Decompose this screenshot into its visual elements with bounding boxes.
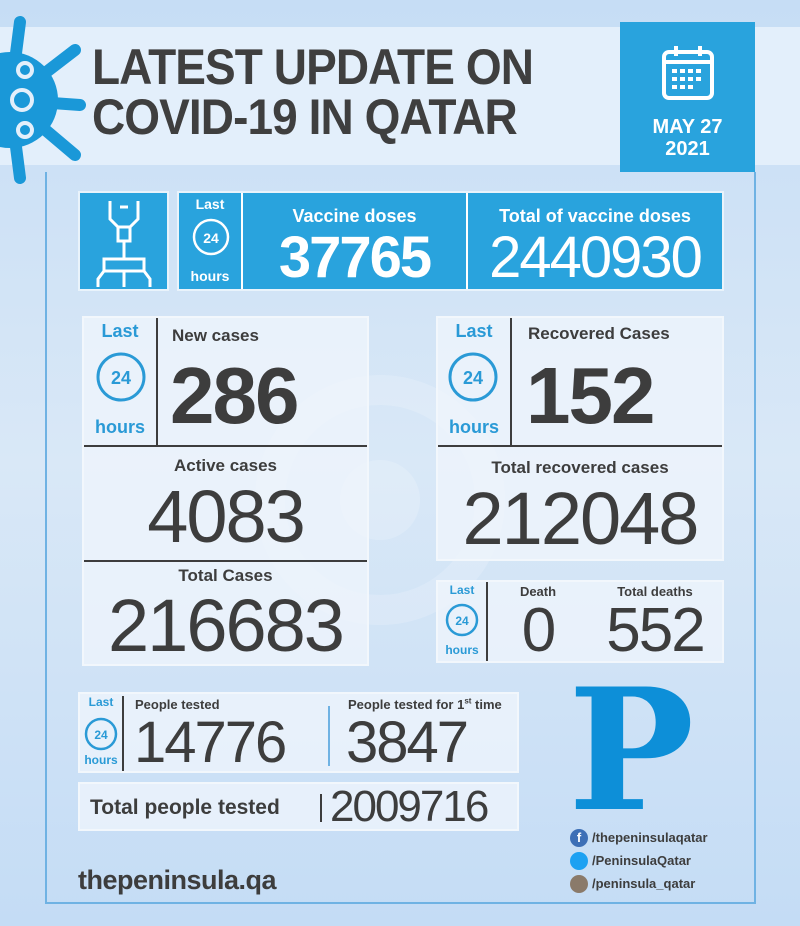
date-day: MAY 27: [652, 116, 723, 138]
vaccine-icon: [96, 201, 152, 287]
clock-24-icon: 24: [84, 717, 118, 751]
facebook-icon: f: [570, 828, 588, 847]
page-title: LATEST UPDATE ON COVID-19 IN QATAR: [92, 39, 534, 145]
twitter-icon: [570, 851, 588, 870]
svg-text:24: 24: [463, 368, 483, 388]
social-twitter[interactable]: /PeninsulaQatar: [570, 849, 708, 872]
divider: [156, 318, 158, 445]
divider: [466, 193, 468, 289]
svg-text:24: 24: [203, 230, 219, 246]
divider: [84, 560, 367, 562]
divider: [84, 445, 367, 447]
divider: [438, 445, 722, 447]
deaths-card: Last 24 hours Death 0 Total deaths 552: [436, 580, 724, 663]
tests-card: Last 24 hours People tested 14776 People…: [78, 692, 519, 773]
recovered-card: Last 24 hours Recovered Cases 152 Total …: [436, 316, 724, 561]
date-year: 2021: [665, 138, 710, 160]
divider: [486, 582, 488, 661]
clock-24-icon: 24: [96, 352, 146, 402]
divider: [122, 696, 124, 771]
website-link[interactable]: thepeninsula.qa: [78, 865, 277, 895]
svg-text:24: 24: [94, 728, 108, 742]
peninsula-logo: P: [568, 651, 695, 849]
clock-24-icon: 24: [192, 218, 230, 256]
social-instagram[interactable]: /peninsula_qatar: [570, 872, 708, 895]
total-tested-card: Total people tested 2009716: [78, 782, 519, 831]
divider: [510, 318, 512, 445]
divider: [320, 794, 322, 822]
divider: [241, 193, 243, 289]
social-links: f/thepeninsulaqatar /PeninsulaQatar /pen…: [570, 826, 708, 895]
social-facebook[interactable]: f/thepeninsulaqatar: [570, 826, 708, 849]
clock-24-icon: 24: [445, 603, 479, 637]
date-box: MAY 27 2021: [620, 22, 755, 172]
instagram-icon: [570, 874, 588, 893]
first-time-label: People tested for 1st time: [348, 696, 502, 712]
svg-text:24: 24: [455, 614, 469, 628]
divider: [328, 706, 330, 766]
virus-icon: [0, 16, 86, 184]
vaccine-box: Last 24 hours Vaccine doses 37765 Total …: [177, 191, 724, 291]
vaccine-icon-box: [78, 191, 169, 291]
content-frame: [45, 172, 756, 904]
calendar-icon: [661, 46, 714, 100]
svg-text:24: 24: [111, 368, 131, 388]
cases-card: Last 24 hours New cases 286 Active cases…: [82, 316, 369, 666]
clock-24-icon: 24: [448, 352, 498, 402]
